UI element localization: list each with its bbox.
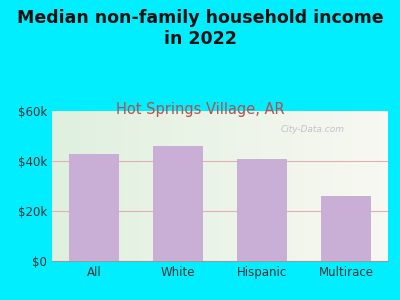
Bar xyxy=(69,154,119,261)
Text: Median non-family household income
in 2022: Median non-family household income in 20… xyxy=(17,9,383,48)
Text: City-Data.com: City-Data.com xyxy=(280,124,344,134)
Bar xyxy=(321,196,371,261)
Text: Hot Springs Village, AR: Hot Springs Village, AR xyxy=(116,102,284,117)
Bar xyxy=(153,146,203,261)
Bar xyxy=(237,158,287,261)
